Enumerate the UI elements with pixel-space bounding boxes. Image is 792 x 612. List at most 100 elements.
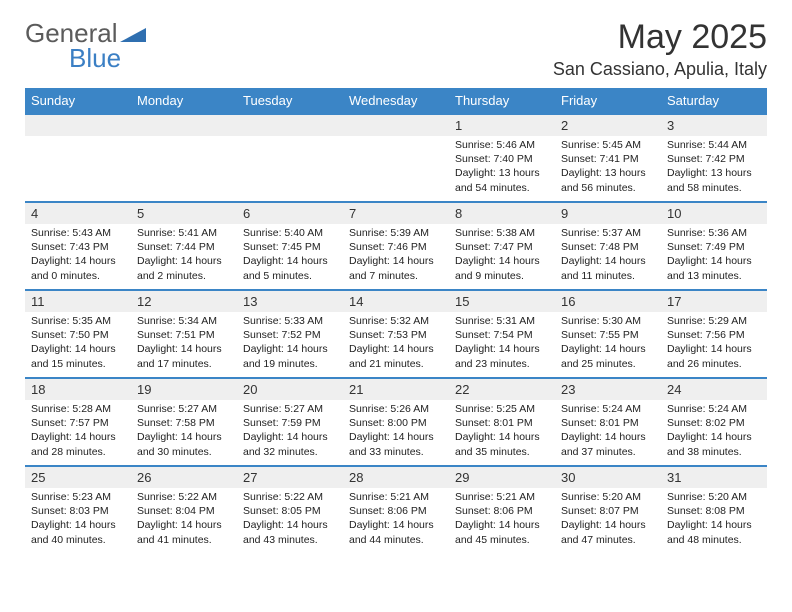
calendar-week-row: 1Sunrise: 5:46 AMSunset: 7:40 PMDaylight…	[25, 114, 767, 202]
day-details: Sunrise: 5:38 AMSunset: 7:47 PMDaylight:…	[449, 224, 555, 287]
day-number	[131, 115, 237, 136]
day-number: 19	[131, 379, 237, 400]
daylight-text: Daylight: 14 hours and 43 minutes.	[243, 518, 337, 546]
daylight-text: Daylight: 14 hours and 45 minutes.	[455, 518, 549, 546]
day-details: Sunrise: 5:45 AMSunset: 7:41 PMDaylight:…	[555, 136, 661, 199]
calendar-day-cell: 20Sunrise: 5:27 AMSunset: 7:59 PMDayligh…	[237, 378, 343, 466]
calendar-day-cell: 1Sunrise: 5:46 AMSunset: 7:40 PMDaylight…	[449, 114, 555, 202]
daylight-text: Daylight: 14 hours and 28 minutes.	[31, 430, 125, 458]
sunset-text: Sunset: 8:04 PM	[137, 504, 231, 518]
calendar-day-cell: 2Sunrise: 5:45 AMSunset: 7:41 PMDaylight…	[555, 114, 661, 202]
day-number: 26	[131, 467, 237, 488]
calendar-day-cell: 16Sunrise: 5:30 AMSunset: 7:55 PMDayligh…	[555, 290, 661, 378]
calendar-day-cell: 26Sunrise: 5:22 AMSunset: 8:04 PMDayligh…	[131, 466, 237, 554]
day-details: Sunrise: 5:23 AMSunset: 8:03 PMDaylight:…	[25, 488, 131, 551]
day-number: 25	[25, 467, 131, 488]
day-number: 22	[449, 379, 555, 400]
daylight-text: Daylight: 14 hours and 9 minutes.	[455, 254, 549, 282]
calendar-day-cell	[343, 114, 449, 202]
sunrise-text: Sunrise: 5:28 AM	[31, 402, 125, 416]
sunset-text: Sunset: 7:59 PM	[243, 416, 337, 430]
day-number: 10	[661, 203, 767, 224]
day-number: 16	[555, 291, 661, 312]
calendar-day-cell: 13Sunrise: 5:33 AMSunset: 7:52 PMDayligh…	[237, 290, 343, 378]
daylight-text: Daylight: 14 hours and 41 minutes.	[137, 518, 231, 546]
sunrise-text: Sunrise: 5:39 AM	[349, 226, 443, 240]
day-number: 15	[449, 291, 555, 312]
day-details: Sunrise: 5:22 AMSunset: 8:05 PMDaylight:…	[237, 488, 343, 551]
day-number: 1	[449, 115, 555, 136]
sunset-text: Sunset: 7:40 PM	[455, 152, 549, 166]
daylight-text: Daylight: 13 hours and 58 minutes.	[667, 166, 761, 194]
sunset-text: Sunset: 7:49 PM	[667, 240, 761, 254]
calendar-day-cell	[237, 114, 343, 202]
daylight-text: Daylight: 14 hours and 17 minutes.	[137, 342, 231, 370]
calendar-day-cell: 8Sunrise: 5:38 AMSunset: 7:47 PMDaylight…	[449, 202, 555, 290]
header: General Blue May 2025 San Cassiano, Apul…	[25, 18, 767, 80]
sunset-text: Sunset: 8:06 PM	[349, 504, 443, 518]
day-number	[343, 115, 449, 136]
day-header: Tuesday	[237, 88, 343, 114]
calendar-day-cell	[131, 114, 237, 202]
calendar-day-cell: 29Sunrise: 5:21 AMSunset: 8:06 PMDayligh…	[449, 466, 555, 554]
sunrise-text: Sunrise: 5:21 AM	[455, 490, 549, 504]
calendar-day-cell: 30Sunrise: 5:20 AMSunset: 8:07 PMDayligh…	[555, 466, 661, 554]
day-number: 23	[555, 379, 661, 400]
sunrise-text: Sunrise: 5:24 AM	[561, 402, 655, 416]
sunrise-text: Sunrise: 5:27 AM	[243, 402, 337, 416]
calendar-week-row: 4Sunrise: 5:43 AMSunset: 7:43 PMDaylight…	[25, 202, 767, 290]
sunrise-text: Sunrise: 5:43 AM	[31, 226, 125, 240]
calendar-day-cell: 7Sunrise: 5:39 AMSunset: 7:46 PMDaylight…	[343, 202, 449, 290]
sunrise-text: Sunrise: 5:30 AM	[561, 314, 655, 328]
calendar-header-row: SundayMondayTuesdayWednesdayThursdayFrid…	[25, 88, 767, 114]
sunrise-text: Sunrise: 5:45 AM	[561, 138, 655, 152]
sunset-text: Sunset: 7:58 PM	[137, 416, 231, 430]
daylight-text: Daylight: 14 hours and 48 minutes.	[667, 518, 761, 546]
day-header: Sunday	[25, 88, 131, 114]
sunrise-text: Sunrise: 5:22 AM	[243, 490, 337, 504]
sunset-text: Sunset: 7:50 PM	[31, 328, 125, 342]
day-details: Sunrise: 5:44 AMSunset: 7:42 PMDaylight:…	[661, 136, 767, 199]
calendar-day-cell: 12Sunrise: 5:34 AMSunset: 7:51 PMDayligh…	[131, 290, 237, 378]
month-title: May 2025	[553, 18, 767, 57]
sunrise-text: Sunrise: 5:27 AM	[137, 402, 231, 416]
calendar-day-cell: 6Sunrise: 5:40 AMSunset: 7:45 PMDaylight…	[237, 202, 343, 290]
calendar-day-cell: 25Sunrise: 5:23 AMSunset: 8:03 PMDayligh…	[25, 466, 131, 554]
calendar-week-row: 18Sunrise: 5:28 AMSunset: 7:57 PMDayligh…	[25, 378, 767, 466]
day-details: Sunrise: 5:21 AMSunset: 8:06 PMDaylight:…	[343, 488, 449, 551]
sunset-text: Sunset: 7:44 PM	[137, 240, 231, 254]
title-block: May 2025 San Cassiano, Apulia, Italy	[553, 18, 767, 80]
day-details: Sunrise: 5:27 AMSunset: 7:58 PMDaylight:…	[131, 400, 237, 463]
sunrise-text: Sunrise: 5:44 AM	[667, 138, 761, 152]
day-details: Sunrise: 5:28 AMSunset: 7:57 PMDaylight:…	[25, 400, 131, 463]
sunrise-text: Sunrise: 5:22 AM	[137, 490, 231, 504]
calendar-day-cell: 28Sunrise: 5:21 AMSunset: 8:06 PMDayligh…	[343, 466, 449, 554]
sunrise-text: Sunrise: 5:24 AM	[667, 402, 761, 416]
day-number: 20	[237, 379, 343, 400]
sunrise-text: Sunrise: 5:33 AM	[243, 314, 337, 328]
daylight-text: Daylight: 14 hours and 5 minutes.	[243, 254, 337, 282]
day-details: Sunrise: 5:43 AMSunset: 7:43 PMDaylight:…	[25, 224, 131, 287]
daylight-text: Daylight: 13 hours and 54 minutes.	[455, 166, 549, 194]
sunset-text: Sunset: 7:41 PM	[561, 152, 655, 166]
day-number: 18	[25, 379, 131, 400]
day-number: 21	[343, 379, 449, 400]
daylight-text: Daylight: 14 hours and 23 minutes.	[455, 342, 549, 370]
sunset-text: Sunset: 7:43 PM	[31, 240, 125, 254]
sunset-text: Sunset: 7:48 PM	[561, 240, 655, 254]
calendar-page: General Blue May 2025 San Cassiano, Apul…	[0, 0, 792, 554]
sunrise-text: Sunrise: 5:32 AM	[349, 314, 443, 328]
day-number	[25, 115, 131, 136]
day-details: Sunrise: 5:22 AMSunset: 8:04 PMDaylight:…	[131, 488, 237, 551]
daylight-text: Daylight: 14 hours and 7 minutes.	[349, 254, 443, 282]
day-details: Sunrise: 5:37 AMSunset: 7:48 PMDaylight:…	[555, 224, 661, 287]
daylight-text: Daylight: 14 hours and 33 minutes.	[349, 430, 443, 458]
daylight-text: Daylight: 14 hours and 25 minutes.	[561, 342, 655, 370]
day-details: Sunrise: 5:20 AMSunset: 8:07 PMDaylight:…	[555, 488, 661, 551]
sunrise-text: Sunrise: 5:20 AM	[667, 490, 761, 504]
day-number: 28	[343, 467, 449, 488]
day-number: 14	[343, 291, 449, 312]
day-number: 12	[131, 291, 237, 312]
daylight-text: Daylight: 14 hours and 2 minutes.	[137, 254, 231, 282]
sunset-text: Sunset: 8:02 PM	[667, 416, 761, 430]
